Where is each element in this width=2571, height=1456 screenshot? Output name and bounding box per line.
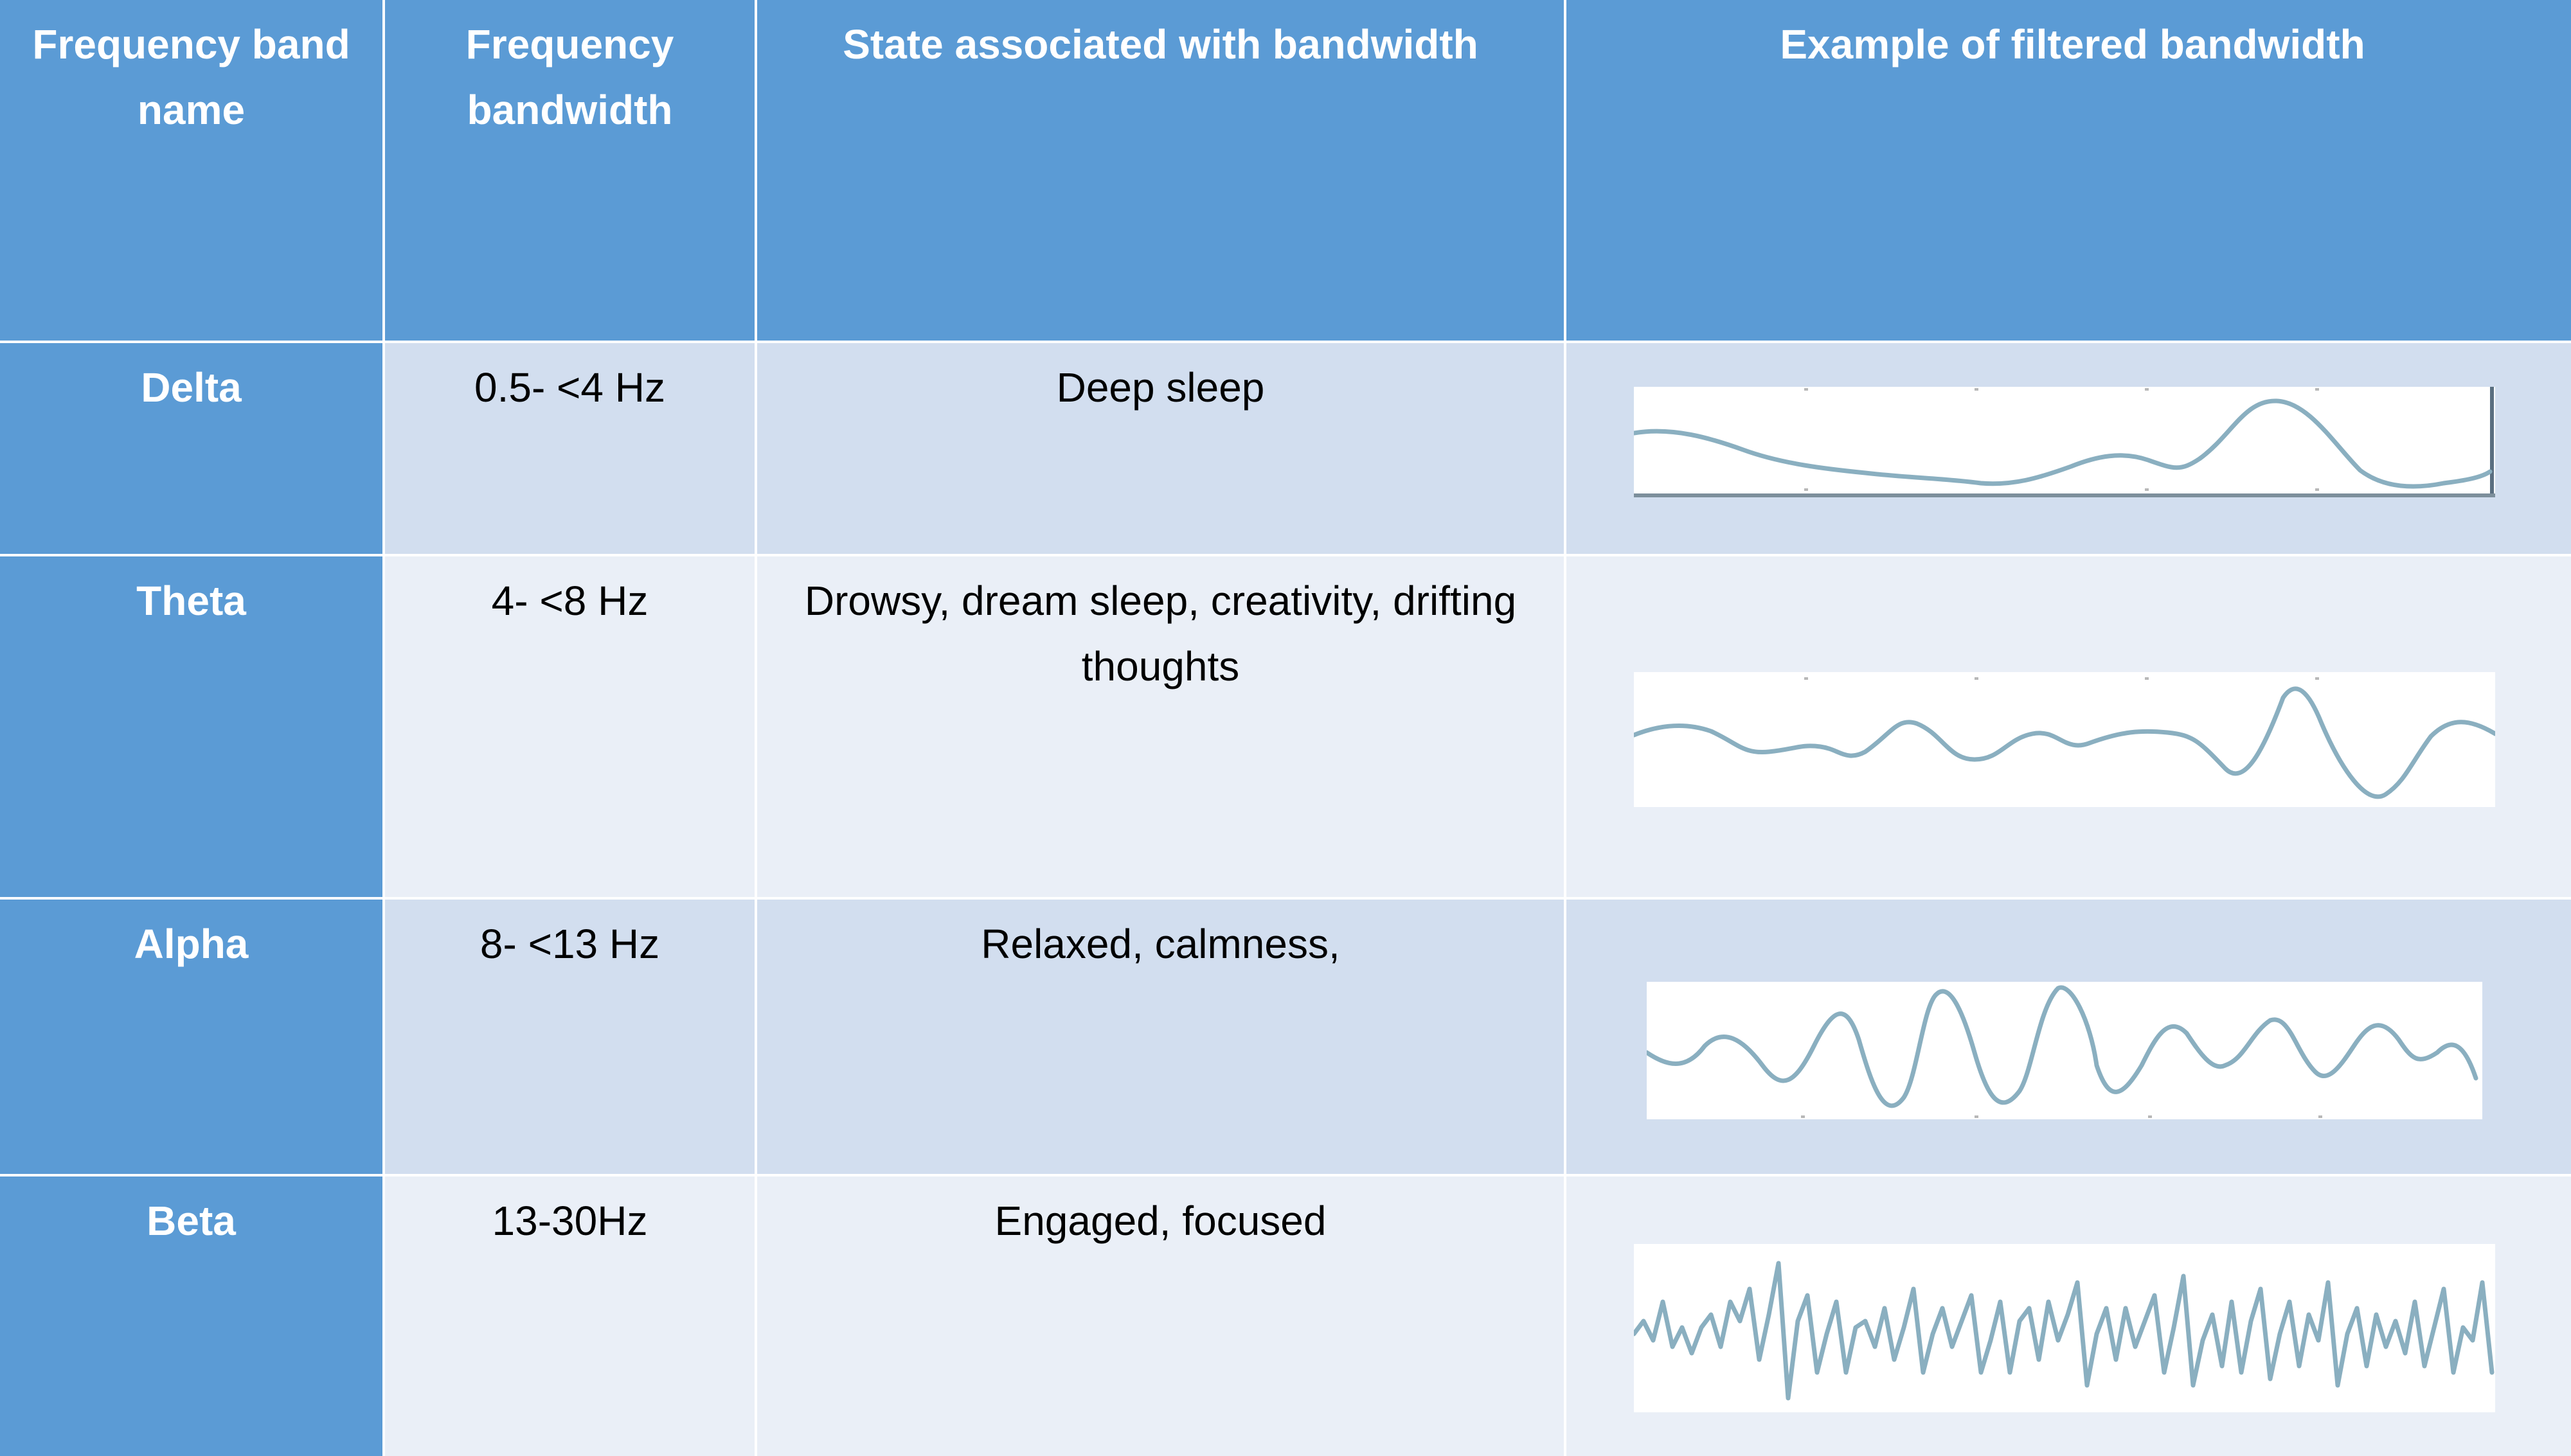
- wave-cell: [1566, 1176, 2571, 1456]
- state-cell: Relaxed, calmness,: [757, 900, 1564, 1174]
- wave-cell: [1566, 343, 2571, 554]
- state-cell: Drowsy, dream sleep, creativity, driftin…: [757, 556, 1564, 897]
- wave-cell: [1566, 556, 2571, 897]
- beta-wave-icon: [1634, 1244, 2495, 1412]
- band-name-cell: Beta: [0, 1176, 382, 1456]
- band-name-cell: Delta: [0, 343, 382, 554]
- delta-wave-icon: [1634, 387, 2495, 497]
- header-bandwidth: Frequency bandwidth: [385, 0, 755, 341]
- alpha-wave-icon: [1647, 982, 2482, 1119]
- theta-wave-icon: [1634, 672, 2495, 807]
- bandwidth-cell: 4- <8 Hz: [385, 556, 755, 897]
- band-name-cell: Theta: [0, 556, 382, 897]
- bandwidth-cell: 8- <13 Hz: [385, 900, 755, 1174]
- band-name-cell: Alpha: [0, 900, 382, 1174]
- bandwidth-cell: 0.5- <4 Hz: [385, 343, 755, 554]
- header-state: State associated with bandwidth: [757, 0, 1564, 341]
- state-cell: Engaged, focused: [757, 1176, 1564, 1456]
- header-example: Example of filtered bandwidth: [1566, 0, 2571, 341]
- state-cell: Deep sleep: [757, 343, 1564, 554]
- header-band-name: Frequency band name: [0, 0, 382, 341]
- wave-cell: [1566, 900, 2571, 1174]
- bandwidth-cell: 13-30Hz: [385, 1176, 755, 1456]
